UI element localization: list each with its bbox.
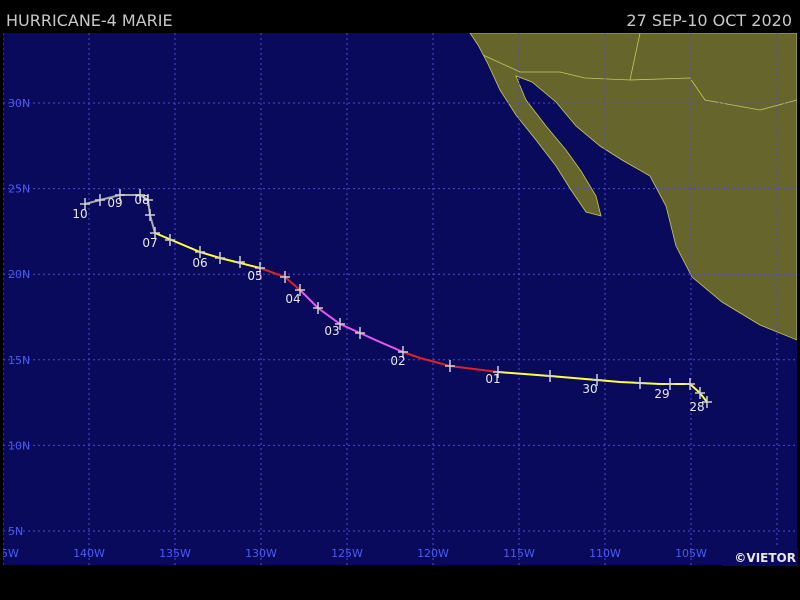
latitude-label: 15N	[8, 354, 30, 367]
longitude-label: 125W	[331, 547, 363, 560]
border	[482, 33, 641, 81]
track-segment	[402, 351, 499, 373]
longitude-label: 140W	[73, 547, 105, 560]
day-label: 01	[485, 372, 500, 386]
latitude-label: 10N	[8, 439, 30, 452]
border	[629, 77, 797, 111]
storm-title: HURRICANE-4 MARIE	[6, 11, 173, 30]
longitude-label: 105W	[675, 547, 707, 560]
day-label: 30	[582, 382, 597, 396]
day-label: 29	[654, 387, 669, 401]
copyright: ©VIETOR	[734, 551, 796, 565]
day-label: 08	[134, 193, 149, 207]
longitude-label: 110W	[589, 547, 621, 560]
longitude-label: 135W	[159, 547, 191, 560]
day-label: 04	[285, 292, 300, 306]
day-label: 28	[689, 400, 704, 414]
latitude-label: 25N	[8, 183, 30, 196]
longitude-label: 130W	[245, 547, 277, 560]
longitude-label: 120W	[417, 547, 449, 560]
day-label: 06	[192, 256, 207, 270]
latitude-label: 20N	[8, 268, 30, 281]
day-label: 05	[247, 269, 262, 283]
land	[469, 33, 797, 341]
longitude-label: 145W	[0, 547, 19, 560]
copyright-box	[722, 548, 798, 566]
day-label: 10	[72, 207, 87, 221]
latitude-label: 5N	[8, 525, 23, 538]
day-label: 09	[107, 196, 122, 210]
latitude-label: 30N	[8, 97, 30, 110]
day-label: 02	[390, 354, 405, 368]
longitude-label: 115W	[503, 547, 535, 560]
day-label: 03	[324, 324, 339, 338]
date-range: 27 SEP-10 OCT 2020	[626, 11, 792, 30]
day-label: 07	[142, 236, 157, 250]
